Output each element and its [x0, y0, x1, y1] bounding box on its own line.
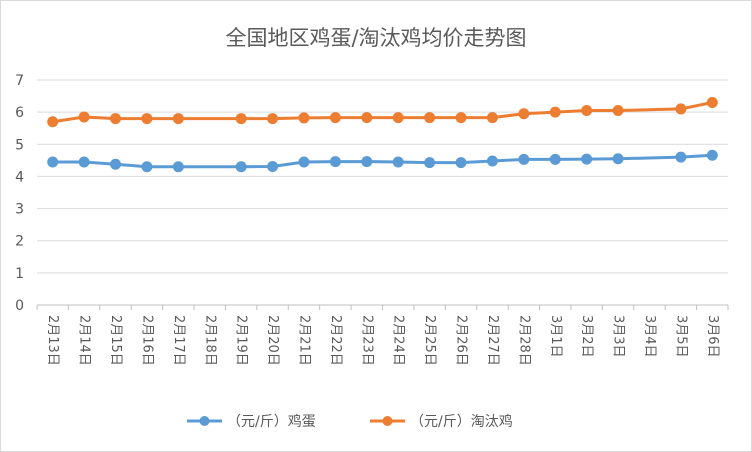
data-point	[267, 113, 279, 125]
data-point	[47, 116, 59, 128]
data-point	[110, 158, 122, 170]
data-point	[172, 113, 184, 125]
data-point	[581, 153, 593, 165]
data-point	[78, 111, 90, 123]
x-tick-label: 2月18日	[202, 315, 217, 366]
data-point	[329, 112, 341, 124]
x-tick-label: 2月24日	[391, 315, 406, 366]
data-point	[392, 156, 404, 168]
data-point	[235, 113, 247, 125]
legend-marker-culled-hens	[382, 416, 393, 426]
x-tick-label: 3月3日	[611, 315, 626, 358]
data-point	[235, 161, 247, 173]
y-tick-label: 0	[15, 298, 24, 314]
data-point	[298, 112, 310, 124]
data-point	[518, 153, 530, 165]
x-tick-label: 2月27日	[485, 315, 500, 366]
data-point	[706, 97, 718, 108]
x-tick-label: 2月26日	[454, 315, 469, 366]
x-tick-label: 2月21日	[296, 315, 311, 366]
data-point	[706, 149, 718, 161]
data-point	[47, 156, 59, 168]
x-tick-label: 2月28日	[516, 315, 531, 366]
chart-title: 全国地区鸡蛋/淘汰鸡均价走势图	[225, 26, 526, 50]
data-point	[267, 160, 279, 172]
data-point	[612, 153, 624, 165]
x-tick-label: 3月5日	[673, 315, 688, 358]
x-tick-label: 2月14日	[77, 315, 92, 366]
data-point	[424, 112, 436, 124]
x-tick-label: 2月15日	[108, 315, 123, 366]
data-point	[486, 155, 498, 167]
x-tick-label: 3月1日	[548, 315, 563, 358]
data-point	[141, 161, 153, 173]
data-point	[298, 156, 310, 168]
data-point	[675, 103, 687, 115]
data-point	[549, 153, 561, 165]
y-tick-label: 1	[15, 266, 24, 282]
x-tick-label: 2月25日	[422, 315, 437, 366]
data-point	[329, 156, 341, 168]
y-tick-label: 4	[15, 169, 24, 185]
data-point	[172, 161, 184, 173]
data-point	[361, 112, 373, 124]
y-axis-ticks: 0 1 2 3 4 5 6 7	[15, 73, 24, 314]
x-tick-label: 2月16日	[139, 315, 154, 366]
x-tick-label: 2月20日	[265, 315, 280, 366]
data-point	[455, 112, 467, 124]
y-tick-label: 3	[15, 202, 24, 218]
legend: （元/斤）鸡蛋 （元/斤）淘汰鸡	[187, 413, 513, 430]
data-point	[675, 151, 687, 163]
x-tick-label: 3月2日	[579, 315, 594, 358]
y-tick-label: 5	[15, 137, 24, 153]
data-point	[518, 108, 530, 120]
data-point	[612, 105, 624, 117]
data-point	[549, 106, 561, 118]
x-tick-label: 3月6日	[705, 315, 720, 358]
x-tick-label: 3月4日	[642, 315, 657, 358]
y-tick-label: 7	[15, 73, 24, 89]
x-tick-label: 2月19日	[234, 315, 249, 366]
gridlines	[37, 79, 728, 306]
data-point	[110, 113, 122, 125]
data-point	[424, 157, 436, 169]
data-point	[486, 112, 498, 124]
x-tick-label: 2月13日	[45, 315, 60, 366]
data-point	[78, 156, 90, 168]
series-layer	[47, 97, 718, 173]
x-tick-label: 2月17日	[171, 315, 186, 366]
legend-marker-eggs	[199, 416, 210, 426]
legend-label-eggs: （元/斤）鸡蛋	[227, 413, 316, 430]
data-point	[455, 157, 467, 169]
data-point	[361, 156, 373, 168]
x-axis: 2月13日 2月14日 2月15日 2月16日 2月17日 2月18日 2月19日 2月20日…	[36, 305, 729, 366]
legend-label-culled-hens: （元/斤）淘汰鸡	[410, 413, 513, 430]
data-point	[581, 105, 593, 117]
data-point	[141, 113, 153, 125]
x-tick-label: 2月23日	[359, 315, 374, 366]
data-point	[392, 112, 404, 124]
x-tick-label: 2月22日	[328, 315, 343, 366]
y-tick-label: 2	[15, 234, 24, 250]
y-tick-label: 6	[15, 105, 24, 121]
